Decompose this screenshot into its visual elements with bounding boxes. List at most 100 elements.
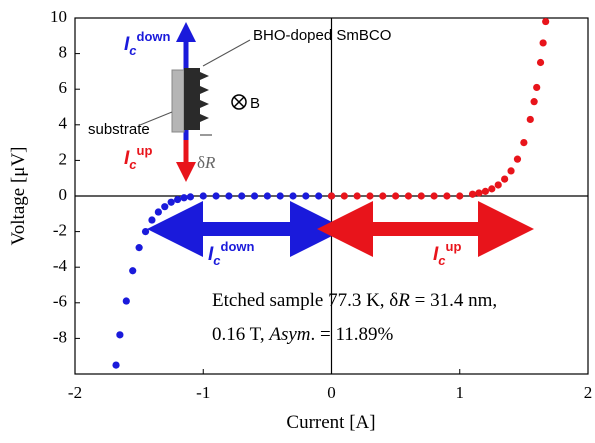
annotation-line: Etched sample 77.3 K, δR = 31.4 nm,	[212, 290, 497, 311]
field-label: B	[250, 95, 260, 112]
inset: BHO-doped SmBCO substrate B δR Icdown Ic…	[88, 22, 391, 182]
data-point	[475, 189, 483, 197]
data-point	[481, 187, 489, 195]
data-point	[468, 190, 477, 198]
y-tick-label: -4	[53, 256, 68, 275]
data-point	[443, 192, 451, 200]
label-sup: up	[137, 143, 153, 158]
data-point	[501, 175, 509, 183]
data-point	[488, 185, 496, 193]
text: Asym	[267, 324, 310, 345]
data-point	[392, 192, 400, 200]
x-tick-label: 1	[456, 383, 465, 402]
y-axis-label: Voltage [μV]	[8, 146, 29, 245]
data-point	[250, 192, 259, 200]
text: Etched sample 77.3 K, δ	[212, 290, 398, 311]
text: δ	[197, 153, 205, 172]
data-point	[430, 192, 438, 200]
pinning-sites	[200, 72, 209, 122]
data-point	[456, 192, 464, 200]
data-point	[327, 192, 336, 200]
data-point	[530, 98, 538, 106]
plot-area: -8 -6 -4 -2 0 2 4 6 8 10 -2 -1 0 1 2	[50, 7, 592, 402]
data-point	[404, 192, 413, 200]
y-tick-label: 2	[59, 149, 68, 168]
data-point	[148, 216, 156, 224]
data-point	[520, 139, 528, 147]
y-tick-label: 4	[59, 114, 68, 133]
material-label: BHO-doped SmBCO	[253, 27, 391, 44]
data-point	[379, 192, 387, 200]
inset-ic-down: Icdown	[124, 29, 171, 58]
data-point	[315, 192, 323, 200]
field-symbol	[233, 96, 245, 108]
label-sub: c	[129, 157, 137, 172]
data-point	[199, 192, 207, 200]
text: R	[204, 153, 216, 172]
inset-ic-up: Icup	[124, 143, 152, 172]
data-point	[122, 297, 130, 305]
label-main: I	[433, 244, 439, 265]
data-point	[340, 192, 348, 200]
data-point	[533, 83, 541, 92]
y-tick-label: 10	[50, 7, 67, 26]
data-point	[539, 39, 547, 47]
x-tick-label: 0	[327, 383, 336, 402]
label-sub: c	[438, 253, 446, 268]
data-point	[513, 155, 522, 163]
data-point	[526, 115, 534, 124]
pointer	[139, 111, 173, 126]
label-sub: c	[129, 43, 137, 58]
data-point	[129, 267, 137, 275]
label-main: I	[124, 148, 130, 169]
substrate-shape	[171, 69, 185, 133]
data-point	[174, 195, 182, 204]
y-tick-label: 0	[59, 185, 68, 204]
data-point	[263, 192, 271, 200]
data-point	[135, 244, 143, 252]
data-point	[417, 192, 425, 200]
data-point	[353, 192, 361, 200]
data-point	[302, 192, 310, 200]
data-point	[112, 361, 120, 369]
text: . = 11.89%	[311, 324, 394, 345]
text: = 31.4 nm,	[410, 290, 497, 311]
x-axis-label: Current [A]	[286, 412, 375, 433]
pointer	[202, 39, 251, 67]
annotation-line: 0.16 T, Asym. = 11.89%	[212, 324, 394, 345]
film-shape	[184, 68, 200, 130]
data-point	[141, 228, 150, 236]
label-main: I	[208, 244, 214, 265]
data-point	[238, 192, 246, 200]
y-tick-label: 6	[59, 78, 68, 97]
data-point	[116, 331, 124, 339]
data-point	[154, 208, 162, 216]
data-point	[536, 58, 545, 67]
x-tick-label: 2	[584, 383, 593, 402]
data-point	[180, 194, 188, 202]
y-tick-label: -2	[53, 221, 67, 240]
y-tick-label: -8	[53, 327, 67, 346]
data-point	[186, 193, 195, 201]
ic-down-label: Icdown	[208, 239, 255, 268]
data-point	[494, 181, 502, 189]
ic-up-label: Icup	[433, 239, 461, 268]
data-point	[212, 192, 220, 200]
y-tick-label: 8	[59, 43, 68, 62]
data-point	[225, 192, 233, 200]
y-tick-label: -6	[53, 292, 67, 311]
data-point	[161, 203, 169, 211]
label-main: I	[124, 34, 130, 55]
data-point	[167, 198, 175, 206]
field-symbol	[231, 94, 247, 110]
label-sup: up	[446, 239, 462, 254]
label-sup: down	[137, 29, 171, 44]
text: 0.16 T,	[212, 324, 269, 345]
data-point	[366, 192, 374, 200]
width-label: δR	[197, 153, 216, 172]
data-point	[276, 192, 284, 200]
data-point	[507, 167, 515, 175]
data-point	[289, 192, 297, 200]
x-tick-label: -2	[68, 383, 82, 402]
